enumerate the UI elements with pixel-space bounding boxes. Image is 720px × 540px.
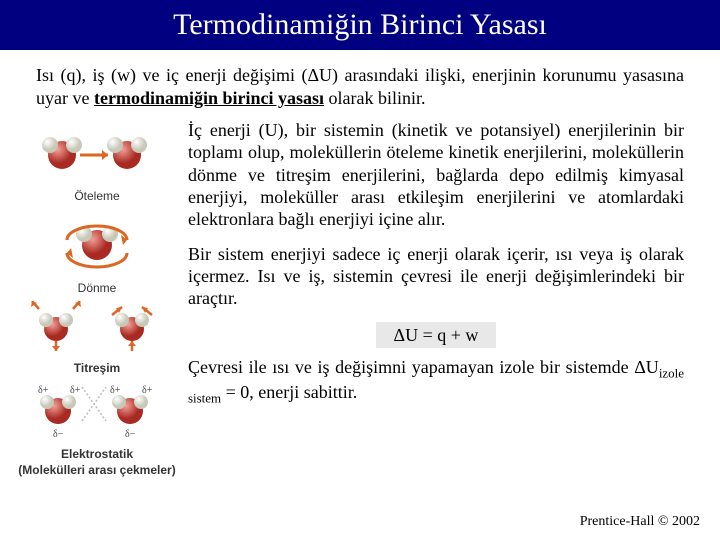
diagram-donme: Dönme: [14, 209, 180, 295]
diagram-titresim: Titreşim: [14, 301, 180, 375]
svg-text:δ+: δ+: [70, 385, 81, 396]
caption-oteleme: Öteleme: [14, 189, 180, 203]
svg-text:δ+: δ+: [38, 385, 49, 396]
equation-box: ΔU = q + w: [376, 322, 497, 348]
intro-post: olarak bilinir.: [324, 88, 425, 108]
equation-wrap: ΔU = q + w: [188, 322, 684, 348]
slide-title: Termodinamiğin Birinci Yasası: [173, 8, 547, 42]
footer-copyright: Prentice-Hall © 2002: [580, 514, 700, 530]
para3-post: = 0, enerji sabittir.: [221, 382, 357, 402]
diagram-column: Öteleme Dönme: [10, 119, 180, 483]
oteleme-icon: [32, 125, 162, 187]
slide-title-bar: Termodinamiğin Birinci Yasası: [0, 0, 720, 50]
svg-text:δ+: δ+: [142, 385, 153, 396]
paragraph-3: Çevresi ile ısı ve iş değişimni yapamaya…: [188, 356, 684, 407]
svg-text:δ−: δ−: [125, 429, 136, 440]
intro-bold: termodinamiğin birinci yasası: [94, 88, 324, 108]
caption-titresim: Titreşim: [14, 361, 180, 375]
text-column: İç enerji (U), bir sistemin (kinetik ve …: [180, 119, 710, 483]
titresim-icon: [22, 301, 172, 359]
para3-pre: Çevresi ile ısı ve iş değişimni yapamaya…: [188, 357, 659, 377]
diagram-elektrostatik: δ+ δ+ δ− δ+ δ+ δ− Elektrostatik (Molekül…: [14, 381, 180, 477]
diagram-oteleme: Öteleme: [14, 125, 180, 203]
caption-donme: Dönme: [14, 281, 180, 295]
caption-elektrostatik-1: Elektrostatik: [14, 447, 180, 461]
main-two-column: Öteleme Dönme: [0, 119, 720, 483]
elektrostatik-icon: δ+ δ+ δ− δ+ δ+ δ−: [22, 381, 172, 445]
svg-text:δ−: δ−: [53, 429, 64, 440]
paragraph-1: İç enerji (U), bir sistemin (kinetik ve …: [188, 119, 684, 231]
intro-paragraph: Isı (q), iş (w) ve iç enerji değişimi (Δ…: [0, 50, 720, 119]
caption-elektrostatik-2: (Molekülleri arası çekmeler): [14, 463, 180, 477]
paragraph-2: Bir sistem enerjiyi sadece iç enerji ola…: [188, 243, 684, 310]
svg-text:δ+: δ+: [110, 385, 121, 396]
donme-icon: [32, 209, 162, 279]
